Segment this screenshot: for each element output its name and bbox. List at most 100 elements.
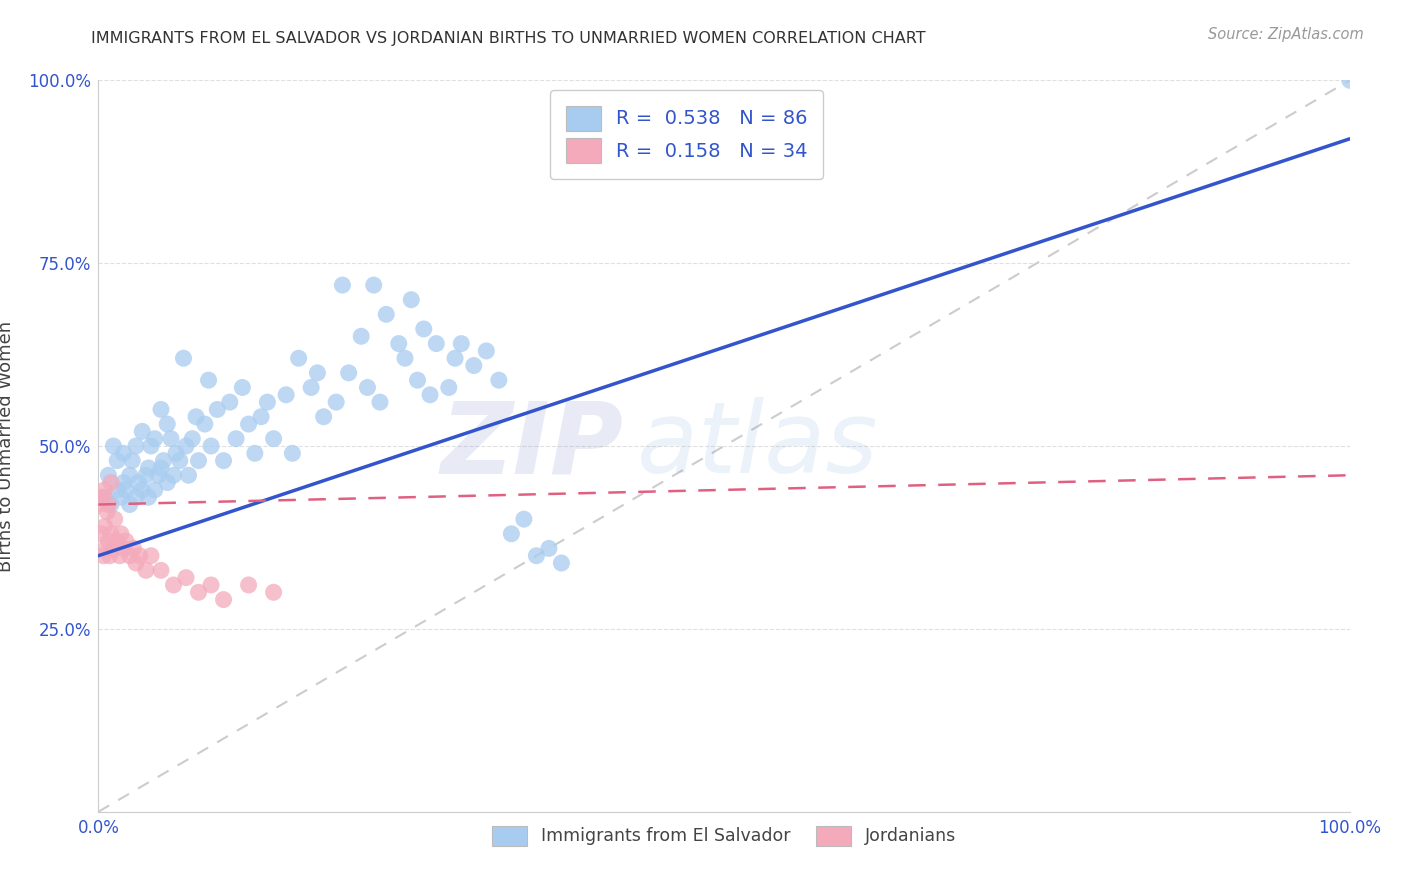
Point xyxy=(218,395,240,409)
Point xyxy=(368,395,391,409)
Point xyxy=(105,534,128,549)
Y-axis label: Births to Unmarried Women: Births to Unmarried Women xyxy=(0,320,14,572)
Point xyxy=(139,549,162,563)
Point xyxy=(281,446,304,460)
Point xyxy=(174,439,197,453)
Point xyxy=(401,293,423,307)
Point xyxy=(537,541,560,556)
Point xyxy=(150,563,173,577)
Point xyxy=(98,549,121,563)
Point xyxy=(128,549,150,563)
Point xyxy=(138,490,160,504)
Point xyxy=(118,468,141,483)
Point xyxy=(112,475,135,490)
Point xyxy=(181,432,204,446)
Legend: Immigrants from El Salvador, Jordanians: Immigrants from El Salvador, Jordanians xyxy=(484,817,965,855)
Point xyxy=(150,402,173,417)
Point xyxy=(156,475,179,490)
Point xyxy=(110,490,132,504)
Point xyxy=(131,483,153,497)
Point xyxy=(250,409,273,424)
Point xyxy=(93,490,115,504)
Point xyxy=(225,432,247,446)
Point xyxy=(337,366,360,380)
Point xyxy=(93,519,115,533)
Point xyxy=(160,432,183,446)
Point xyxy=(152,453,174,467)
Point xyxy=(150,461,173,475)
Point xyxy=(425,336,447,351)
Point xyxy=(125,439,148,453)
Point xyxy=(388,336,411,351)
Text: Source: ZipAtlas.com: Source: ZipAtlas.com xyxy=(1208,27,1364,42)
Point xyxy=(173,351,195,366)
Point xyxy=(135,563,157,577)
Point xyxy=(463,359,485,373)
Point xyxy=(200,439,222,453)
Point xyxy=(256,395,278,409)
Point xyxy=(187,585,209,599)
Point xyxy=(105,453,128,467)
Point xyxy=(94,541,117,556)
Point xyxy=(207,402,229,417)
Point xyxy=(437,380,460,394)
Point xyxy=(93,483,115,497)
Point xyxy=(103,541,125,556)
Point xyxy=(174,571,197,585)
Text: IMMIGRANTS FROM EL SALVADOR VS JORDANIAN BIRTHS TO UNMARRIED WOMEN CORRELATION C: IMMIGRANTS FROM EL SALVADOR VS JORDANIAN… xyxy=(91,31,927,46)
Point xyxy=(350,329,373,343)
Point xyxy=(87,498,110,512)
Point xyxy=(197,373,219,387)
Point xyxy=(125,556,148,570)
Point xyxy=(118,498,141,512)
Point xyxy=(135,468,157,483)
Point xyxy=(419,388,441,402)
Point xyxy=(91,490,114,504)
Point xyxy=(200,578,222,592)
Point xyxy=(412,322,434,336)
Point xyxy=(97,468,120,483)
Point xyxy=(187,453,209,467)
Point xyxy=(475,343,498,358)
Point xyxy=(105,483,128,497)
Point xyxy=(148,468,170,483)
Point xyxy=(332,278,354,293)
Point xyxy=(375,307,398,321)
Point xyxy=(162,468,184,483)
Point xyxy=(312,409,335,424)
Point xyxy=(100,498,122,512)
Point xyxy=(243,446,266,460)
Point xyxy=(112,446,135,460)
Point xyxy=(156,417,179,431)
Point xyxy=(100,475,122,490)
Point xyxy=(524,549,547,563)
Point xyxy=(363,278,385,293)
Text: atlas: atlas xyxy=(637,398,879,494)
Point xyxy=(125,490,148,504)
Point xyxy=(93,549,115,563)
Point xyxy=(238,578,260,592)
Point xyxy=(177,468,200,483)
Text: ZIP: ZIP xyxy=(441,398,624,494)
Point xyxy=(115,483,138,497)
Point xyxy=(501,526,523,541)
Point xyxy=(513,512,536,526)
Point xyxy=(90,526,112,541)
Point xyxy=(325,395,347,409)
Point xyxy=(96,505,118,519)
Point xyxy=(118,549,141,563)
Point xyxy=(184,409,207,424)
Point xyxy=(112,541,135,556)
Point xyxy=(162,578,184,592)
Point xyxy=(231,380,253,394)
Point xyxy=(139,439,162,453)
Point xyxy=(212,592,235,607)
Point xyxy=(127,475,149,490)
Point xyxy=(104,512,127,526)
Point xyxy=(131,425,153,439)
Point xyxy=(550,556,572,570)
Point xyxy=(287,351,309,366)
Point xyxy=(212,453,235,467)
Point xyxy=(143,432,166,446)
Point xyxy=(238,417,260,431)
